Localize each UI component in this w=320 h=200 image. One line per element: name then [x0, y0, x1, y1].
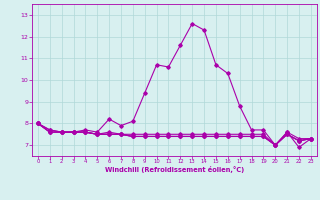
X-axis label: Windchill (Refroidissement éolien,°C): Windchill (Refroidissement éolien,°C)	[105, 166, 244, 173]
